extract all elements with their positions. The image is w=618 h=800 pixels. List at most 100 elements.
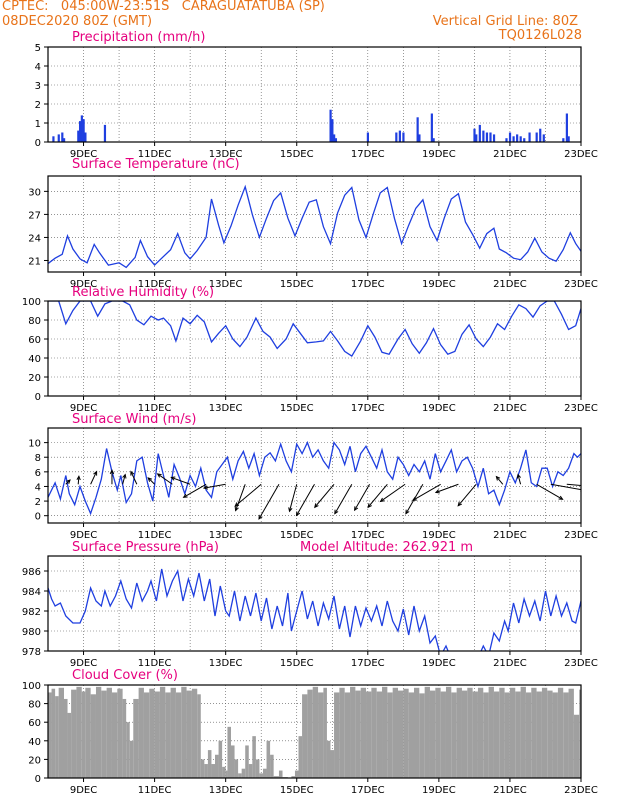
y-tick-label: 986 — [22, 567, 41, 578]
cloud-bar — [175, 692, 182, 778]
cloud-bar — [398, 690, 404, 778]
cloud-bar — [129, 740, 134, 778]
precip-bar — [80, 115, 83, 142]
wind-vector-head — [367, 503, 372, 509]
wind-vector — [77, 476, 80, 485]
y-tick-label: 0 — [35, 512, 41, 523]
cloud-bar — [515, 691, 521, 778]
x-tick-label: 17DEC — [351, 658, 385, 669]
wind-vector — [496, 476, 504, 485]
panel-wind: 0 2 4 6 8 10 9DEC 11DEC 13DEC 15DEC 17DEC 19DEC 21DE… — [28, 412, 598, 541]
wind-vector — [90, 471, 98, 485]
series-temp — [48, 184, 581, 269]
wind-vector-head — [334, 509, 339, 515]
precip-bar — [418, 134, 421, 142]
cloud-bar — [207, 750, 212, 778]
cloud-bar — [307, 689, 313, 778]
x-tick-label: 11DEC — [138, 279, 172, 290]
y-tick-label: 60 — [28, 718, 41, 729]
y-tick-label: 978 — [22, 647, 41, 658]
x-tick-label: 19DEC — [422, 785, 456, 796]
panel-title: Surface Temperature (nC) — [72, 157, 240, 172]
cloud-bar — [493, 691, 500, 778]
cloud-bar — [58, 687, 64, 778]
wind-vector-head — [234, 502, 240, 507]
x-tick-label: 23DEC — [564, 279, 598, 290]
precip-bar — [485, 132, 489, 142]
cloud-bar — [133, 698, 139, 778]
rh-line — [48, 301, 581, 358]
wind-vector — [130, 471, 138, 485]
cloud-bar — [424, 686, 430, 778]
cloud-bar — [509, 687, 516, 778]
cloud-bar — [318, 692, 324, 778]
x-tick-label: 21DEC — [493, 658, 527, 669]
precip-bar — [539, 128, 542, 142]
cloud-bar — [222, 766, 226, 778]
precip-bar — [62, 138, 66, 142]
precip-bar — [475, 134, 478, 142]
cloud-bar — [90, 694, 96, 778]
panel-frame — [47, 427, 582, 524]
header-station: CPTEC: 045:00W-23:51S CARAGUATATUBA (SP) — [2, 0, 325, 14]
y-tick-label: 40 — [28, 354, 41, 365]
pres-line — [48, 568, 581, 651]
cloud-bar — [181, 686, 187, 778]
x-tick-label: 13DEC — [209, 530, 243, 541]
cloud-bar — [568, 688, 574, 778]
x-tick-label: 21DEC — [493, 403, 527, 414]
panel-frame — [47, 175, 582, 273]
y-tick-label: 8 — [35, 453, 41, 464]
cloud-bar — [215, 754, 219, 778]
wind-vector-head — [434, 489, 440, 494]
y-tick-label: 6 — [35, 468, 41, 479]
wind-vector — [380, 483, 406, 502]
precip-bar — [432, 138, 435, 142]
x-tick-label: 9DEC — [70, 658, 97, 669]
precip-bar — [402, 132, 405, 142]
x-tick-label: 9DEC — [70, 279, 97, 290]
x-tick-label: 15DEC — [280, 530, 314, 541]
cloud-bar — [200, 759, 205, 778]
cloud-bar — [531, 687, 537, 778]
precip-bar — [492, 134, 496, 142]
precip-bar — [482, 130, 485, 142]
wind-vector — [296, 484, 315, 516]
wind-line — [48, 440, 581, 516]
x-tick-label: 13DEC — [209, 149, 243, 160]
panel-frame — [47, 555, 582, 652]
cloud-bar — [230, 745, 235, 778]
cloud-bar — [312, 686, 319, 778]
y-tick-label: 982 — [22, 607, 41, 618]
cloud-bar — [579, 689, 581, 778]
cloud-bar — [445, 686, 452, 778]
cloud-bar — [238, 773, 242, 778]
x-tick-label: 13DEC — [209, 658, 243, 669]
wind-vector — [412, 483, 441, 501]
cloud-bar — [204, 764, 208, 778]
y-tick-label: 0 — [35, 774, 41, 785]
cloud-bar — [408, 692, 414, 778]
precip-bar — [334, 138, 338, 142]
x-tick-label: 17DEC — [351, 403, 385, 414]
x-tick-label: 11DEC — [138, 149, 172, 160]
wind-vector-head — [66, 479, 71, 484]
cloud-bar — [165, 692, 171, 778]
cloud-bar — [106, 687, 112, 778]
panel-title: Cloud Cover (%) — [72, 668, 178, 683]
cloud-bar — [344, 692, 351, 778]
cloud-bar — [525, 692, 532, 778]
cloud-bar — [477, 687, 484, 778]
wind-vector-head — [288, 507, 293, 513]
precip-bar — [103, 124, 107, 142]
wind-vector-head — [156, 473, 162, 478]
cloud-bar — [360, 687, 367, 778]
cloud-bar — [323, 687, 327, 778]
cloud-bar — [504, 692, 510, 778]
cloud-bar — [63, 698, 68, 778]
precip-bar — [519, 136, 522, 142]
y-tick-label: 3 — [35, 81, 41, 92]
precip-bar — [416, 117, 419, 142]
cloud-bar — [252, 736, 256, 778]
panel-frame — [47, 300, 582, 397]
